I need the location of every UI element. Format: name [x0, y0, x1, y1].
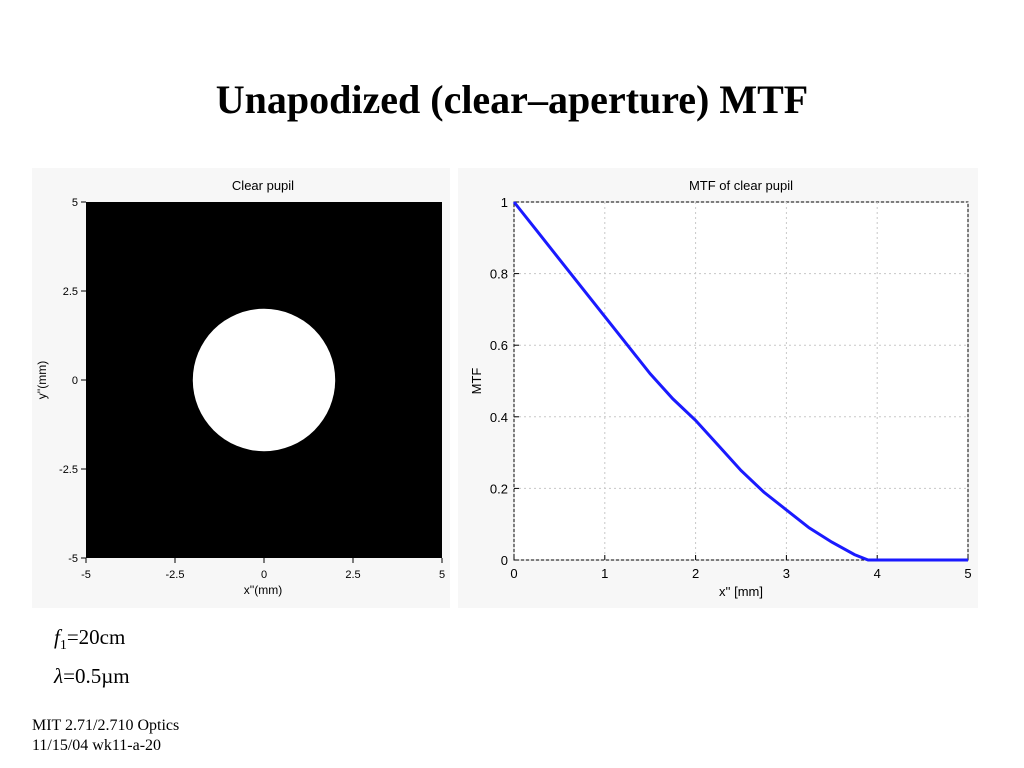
pupil-x-tick-label: 5: [439, 569, 445, 581]
pupil-x-axis-label: x''(mm): [244, 583, 283, 597]
mtf-grid: [513, 201, 969, 561]
pupil-y-tick-label: -5: [68, 553, 78, 565]
mtf-y-ticks: 0 0.2 0.4 0.6 0.8 1: [490, 195, 519, 568]
mtf-x-tick-label: 1: [601, 566, 608, 581]
mtf-y-tick-label: 0.4: [490, 410, 508, 425]
focal-length-line: f1=20cm: [54, 622, 130, 661]
mtf-plot-area: [513, 201, 969, 561]
mtf-chart-title: MTF of clear pupil: [689, 178, 793, 193]
pupil-x-ticks: -5 -2.5 0 2.5 5: [81, 558, 445, 581]
footer-date: 11/15/04 wk11-a-20: [32, 737, 162, 754]
pupil-y-tick-label: 2.5: [63, 286, 78, 298]
wavelength-line: λ=0.5µm: [54, 661, 130, 691]
mtf-x-tick-label: 0: [510, 566, 517, 581]
footer: MIT 2.71/2.710 Optics 11/15/04 wk11-a-20: [32, 716, 179, 756]
mtf-x-tick-label: 5: [964, 566, 971, 581]
mtf-x-axis-label: x'' [mm]: [719, 584, 763, 599]
mtf-x-tick-label: 2: [692, 566, 699, 581]
pupil-y-axis-label: y''(mm): [35, 361, 49, 400]
mtf-y-axis-label: MTF: [469, 368, 484, 395]
focal-symbol: f: [54, 625, 60, 649]
wavelength-value: =0.5µm: [63, 664, 130, 689]
focal-subscript: 1: [59, 638, 67, 654]
mtf-y-tick-label: 0.6: [490, 338, 508, 353]
mtf-y-tick-label: 0.8: [490, 267, 508, 282]
pupil-x-tick-label: 2.5: [345, 569, 360, 581]
mtf-y-tick-label: 1: [501, 195, 508, 210]
wavelength-symbol: λ: [54, 664, 64, 689]
parameters-block: f1=20cm λ=0.5µm: [54, 622, 130, 691]
pupil-chart-title: Clear pupil: [232, 178, 294, 193]
mtf-y-tick-label: 0: [501, 553, 508, 568]
mtf-x-tick-label: 3: [783, 566, 790, 581]
mtf-y-tick-label: 0.2: [490, 481, 508, 496]
pupil-x-tick-label: 0: [261, 569, 267, 581]
pupil-y-ticks: 5 2.5 0 -2.5 -5: [59, 197, 86, 565]
slide-title: Unapodized (clear–aperture) MTF: [215, 77, 809, 122]
pupil-x-tick-label: -2.5: [166, 569, 185, 581]
pupil-x-tick-label: -5: [81, 569, 91, 581]
mtf-series-line: [512, 201, 968, 562]
footer-course: MIT 2.71/2.710 Optics: [32, 717, 180, 734]
focal-value: =20cm: [66, 625, 126, 649]
pupil-y-tick-label: 5: [72, 197, 78, 209]
mtf-x-tick-label: 4: [874, 566, 881, 581]
pupil-aperture: [192, 308, 336, 452]
pupil-y-tick-label: 0: [72, 375, 78, 387]
pupil-y-tick-label: -2.5: [59, 464, 78, 476]
